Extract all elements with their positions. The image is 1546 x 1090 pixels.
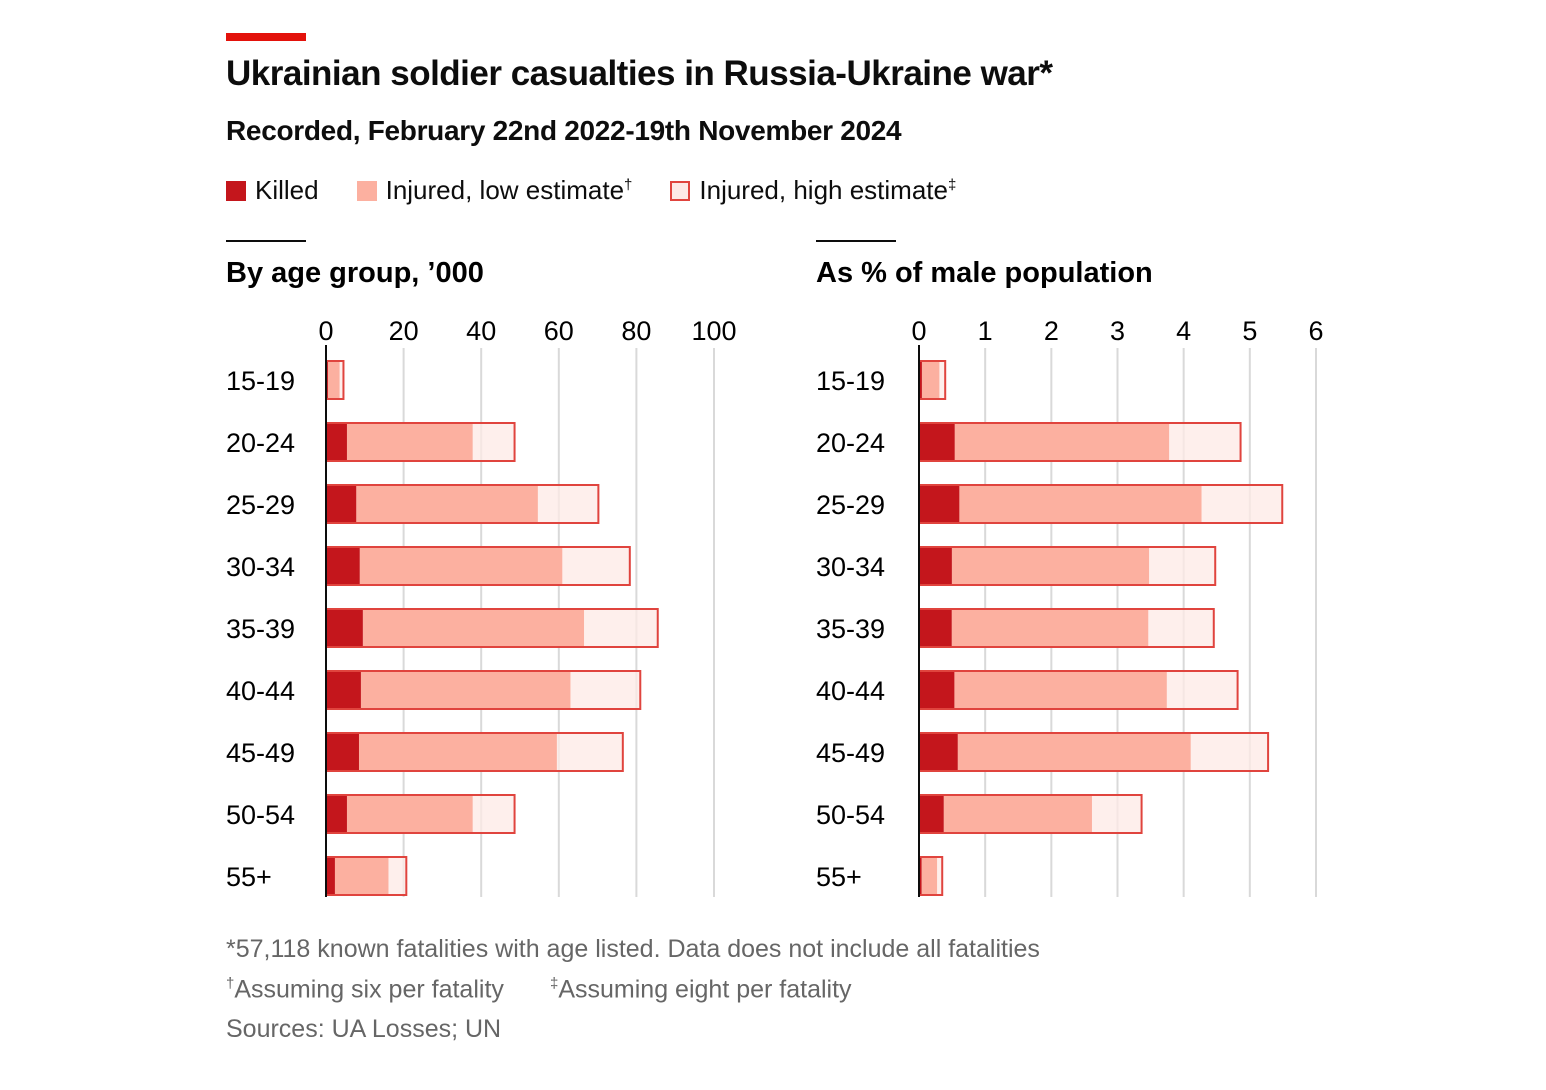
bar-injured-low bbox=[954, 423, 1170, 461]
bar-injured-low bbox=[356, 485, 538, 523]
bar-injured-low bbox=[959, 485, 1202, 523]
category-label: 55+ bbox=[816, 862, 862, 892]
tick-label: 1 bbox=[978, 316, 993, 346]
category-label: 35-39 bbox=[226, 614, 295, 644]
tick-label: 2 bbox=[1044, 316, 1059, 346]
chart-subtitle: Recorded, February 22nd 2022-19th Novemb… bbox=[226, 115, 902, 146]
category-label: 25-29 bbox=[226, 490, 295, 520]
category-label: 50-54 bbox=[226, 800, 295, 830]
bar-injured-low bbox=[327, 361, 340, 399]
tick-label: 20 bbox=[389, 316, 419, 346]
category-label: 40-44 bbox=[226, 676, 295, 706]
bar-injured-low bbox=[951, 547, 1150, 585]
bar-injured-low bbox=[954, 671, 1167, 709]
bar-killed bbox=[326, 609, 363, 647]
category-label: 45-49 bbox=[816, 738, 885, 768]
category-label: 15-19 bbox=[226, 366, 295, 396]
legend: Killed Injured, low estimate† Injured, h… bbox=[226, 175, 956, 206]
legend-item-injured-low: Injured, low estimate† bbox=[356, 175, 633, 206]
tick-label: 5 bbox=[1242, 316, 1257, 346]
tick-label: 0 bbox=[318, 316, 333, 346]
tick-label: 6 bbox=[1308, 316, 1323, 346]
bar-killed bbox=[919, 423, 955, 461]
bar-killed bbox=[919, 361, 922, 399]
footnote-2: †Assuming six per fatality bbox=[226, 975, 504, 1004]
category-label: 55+ bbox=[226, 862, 272, 892]
bar-injured-low bbox=[921, 857, 938, 895]
tick-label: 100 bbox=[691, 316, 736, 346]
bar-killed bbox=[326, 671, 361, 709]
legend-swatch-injured-low bbox=[356, 180, 377, 201]
category-label: 45-49 bbox=[226, 738, 295, 768]
bar-killed bbox=[919, 857, 922, 895]
legend-label: Killed bbox=[255, 175, 319, 205]
bar-injured-low bbox=[359, 547, 563, 585]
bar-injured-low bbox=[943, 795, 1092, 833]
legend-item-injured-high: Injured, high estimate‡ bbox=[670, 175, 956, 206]
bar-killed bbox=[919, 547, 952, 585]
tick-label: 3 bbox=[1110, 316, 1125, 346]
bar-killed bbox=[326, 547, 360, 585]
bar-killed bbox=[919, 733, 958, 771]
category-label: 30-34 bbox=[816, 552, 885, 582]
legend-swatch-injured-high bbox=[670, 180, 691, 201]
legend-swatch-killed bbox=[226, 180, 246, 201]
tick-label: 4 bbox=[1176, 316, 1191, 346]
category-label: 30-34 bbox=[226, 552, 295, 582]
legend-item-killed: Killed bbox=[226, 175, 319, 206]
bar-injured-low bbox=[358, 733, 557, 771]
bar-injured-low bbox=[921, 361, 940, 399]
category-label: 20-24 bbox=[816, 428, 885, 458]
legend-label: Injured, high estimate‡ bbox=[699, 175, 957, 205]
category-label: 50-54 bbox=[816, 800, 885, 830]
tick-label: 60 bbox=[544, 316, 574, 346]
bar-killed bbox=[326, 733, 359, 771]
bar-killed bbox=[326, 795, 347, 833]
category-label: 40-44 bbox=[816, 676, 885, 706]
legend-label: Injured, low estimate† bbox=[385, 175, 633, 205]
bar-killed bbox=[326, 857, 335, 895]
panel-title: As % of male population bbox=[816, 257, 1153, 289]
footnote-3: ‡Assuming eight per fatality bbox=[550, 975, 852, 1004]
bar-injured-low bbox=[334, 857, 389, 895]
bar-injured-low bbox=[951, 609, 1149, 647]
bar-killed bbox=[919, 671, 955, 709]
category-label: 25-29 bbox=[816, 490, 885, 520]
bar-injured-low bbox=[346, 423, 473, 461]
tick-label: 0 bbox=[911, 316, 926, 346]
category-label: 20-24 bbox=[226, 428, 295, 458]
category-label: 15-19 bbox=[816, 366, 885, 396]
category-label: 35-39 bbox=[816, 614, 885, 644]
bar-killed bbox=[919, 609, 952, 647]
bar-injured-low bbox=[362, 609, 585, 647]
bar-injured-low bbox=[360, 671, 571, 709]
bar-injured-low bbox=[957, 733, 1191, 771]
panel-title: By age group, ’000 bbox=[226, 257, 484, 289]
chart-title: Ukrainian soldier casualties in Russia-U… bbox=[226, 54, 1053, 93]
bar-killed bbox=[326, 423, 347, 461]
bar-killed bbox=[326, 485, 357, 523]
brand-red-bar bbox=[226, 33, 306, 41]
bar-killed bbox=[919, 485, 960, 523]
footnote-1: *57,118 known fatalities with age listed… bbox=[226, 935, 1040, 963]
sources: Sources: UA Losses; UN bbox=[226, 1015, 502, 1043]
bar-killed bbox=[919, 795, 944, 833]
bar-injured-low bbox=[346, 795, 473, 833]
tick-label: 40 bbox=[466, 316, 496, 346]
tick-label: 80 bbox=[621, 316, 651, 346]
